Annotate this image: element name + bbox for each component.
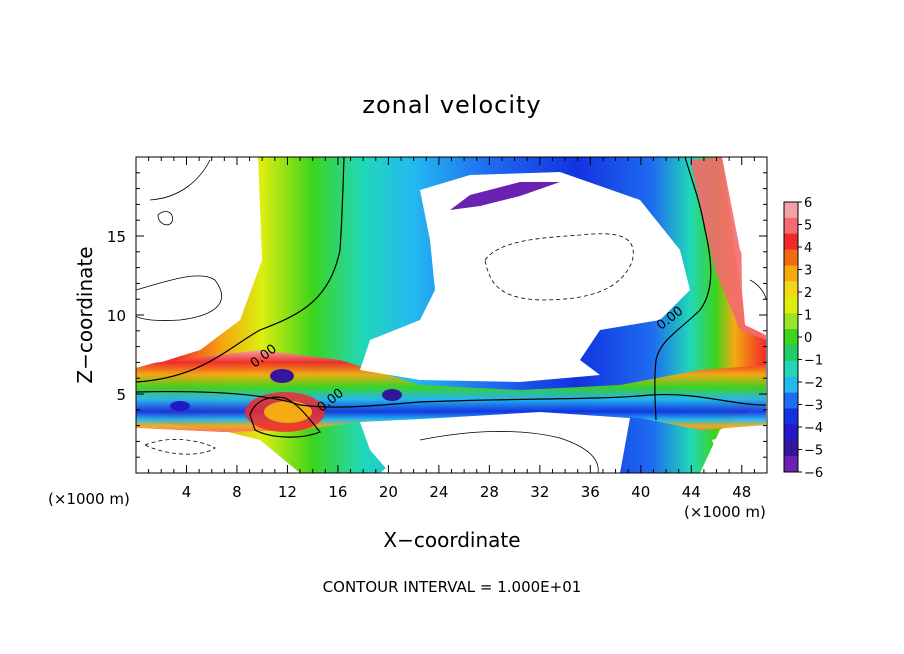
colorbar-swatch xyxy=(784,424,798,441)
contour-interval-footer: CONTOUR INTERVAL = 1.000E+01 xyxy=(323,578,582,596)
colorbar-swatch xyxy=(784,313,798,330)
x-tick-label: 44 xyxy=(682,483,701,501)
x-axis-label: X−coordinate xyxy=(383,528,520,552)
y-tick-label: 10 xyxy=(107,307,126,325)
colorbar-swatch xyxy=(784,392,798,409)
colorbar-label: 2 xyxy=(804,286,812,301)
colorbar-label: −4 xyxy=(804,421,823,436)
x-tick-label: 4 xyxy=(182,483,192,501)
colorbar-swatch xyxy=(784,329,798,346)
colorbar-label: −5 xyxy=(804,444,823,459)
y-axis-label: Z−coordinate xyxy=(73,246,97,383)
colorbar-swatch xyxy=(784,440,798,457)
x-tick-label: 20 xyxy=(379,483,398,501)
white-bottom-mid xyxy=(360,412,630,473)
white-bottom-left xyxy=(136,428,250,473)
white-right-top xyxy=(740,157,766,335)
chart-title: zonal velocity xyxy=(362,91,541,119)
colorbar-swatch xyxy=(784,376,798,394)
velocity-field xyxy=(136,157,767,473)
colorbar-label: −2 xyxy=(804,376,823,391)
colorbar-swatch xyxy=(784,249,798,267)
colorbar-swatch xyxy=(784,217,798,235)
x-tick-label: 12 xyxy=(278,483,297,501)
x-axis-ticks: 4 8 12 16 20 24 28 32 36 40 44 48 xyxy=(148,157,755,501)
colorbar-label: 3 xyxy=(804,264,812,279)
x-tick-label: 16 xyxy=(328,483,347,501)
x-unit-left: (×1000 m) xyxy=(48,490,130,508)
y-tick-label: 15 xyxy=(107,228,126,246)
x-unit-right: (×1000 m) xyxy=(684,503,766,521)
colorbar-label: −6 xyxy=(804,466,823,481)
white-left-top xyxy=(136,157,262,368)
colorbar-label: 1 xyxy=(804,309,812,324)
colorbar-label: 4 xyxy=(804,241,812,256)
colorbar-label: 5 xyxy=(804,219,812,234)
y-tick-label: 5 xyxy=(116,386,126,404)
colorbar-swatch xyxy=(784,360,798,378)
colorbar-label: −3 xyxy=(804,399,823,414)
x-tick-label: 48 xyxy=(732,483,751,501)
white-upper-core xyxy=(360,172,690,382)
x-tick-label: 40 xyxy=(631,483,650,501)
x-tick-label: 36 xyxy=(581,483,600,501)
x-tick-label: 24 xyxy=(429,483,448,501)
colorbar-swatch xyxy=(784,456,798,473)
colorbar-swatch xyxy=(784,297,798,314)
colorbar-swatch xyxy=(784,233,798,251)
colorbar-label: 6 xyxy=(804,196,812,211)
colorbar-swatch xyxy=(784,408,798,425)
x-tick-label: 32 xyxy=(530,483,549,501)
colorbar-label: 0 xyxy=(804,331,812,346)
colorbar-swatch xyxy=(784,281,798,298)
colorbar-swatch xyxy=(784,265,798,282)
colorbar-swatch xyxy=(784,202,798,219)
y-axis-ticks: 5 10 15 xyxy=(107,172,767,458)
white-bottom-right xyxy=(712,425,766,473)
colorbar-label: −1 xyxy=(804,354,823,369)
colorbar: 6 5 4 3 2 1 0 −1 −2 −3 −4 −5 −6 xyxy=(783,196,823,481)
x-tick-label: 8 xyxy=(232,483,242,501)
colorbar-swatch xyxy=(784,344,798,362)
x-tick-label: 28 xyxy=(480,483,499,501)
